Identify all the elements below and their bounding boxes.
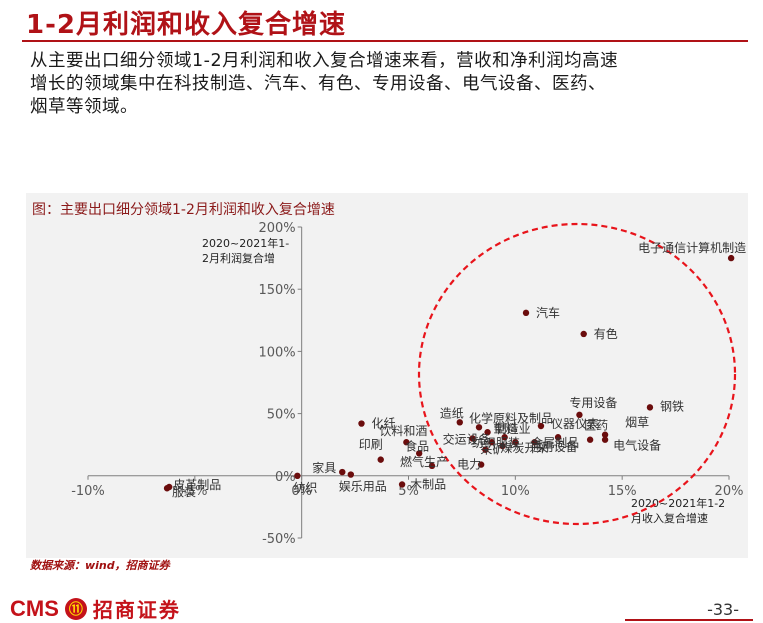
y-axis-title: 2月利润复合增 (202, 251, 275, 265)
data-label: 造纸 (440, 406, 464, 420)
data-label: 皮革制品 (173, 478, 221, 492)
y-axis-title: 2020~2021年1- (202, 236, 289, 250)
data-point (601, 436, 609, 443)
data-point (646, 404, 654, 411)
y-tick-label: 150% (258, 283, 295, 298)
logo-emblem-icon: ⑪ (64, 597, 87, 620)
data-point (347, 471, 355, 478)
title-divider (22, 40, 748, 42)
data-point (398, 481, 406, 488)
data-label: 食品 (405, 438, 429, 453)
data-label: 化学原料及制品 (469, 410, 553, 425)
scatter-chart: -10% -5% 0% 5% 10% 15% 20% -50% 0% 50% 100% 150% 200… (71, 221, 746, 547)
data-point (477, 461, 485, 468)
body-line: 增长的领域集中在科技制造、汽车、有色、专用设备、电气设备、医药、 (30, 74, 606, 94)
data-label: 娱乐用品 (339, 480, 387, 494)
data-point (554, 434, 562, 441)
data-point (501, 434, 508, 441)
data-label: 饮料和酒 (379, 424, 427, 438)
data-point (727, 254, 735, 262)
x-tick-label: 0% (291, 484, 312, 499)
data-label: 电气设备 (613, 438, 661, 453)
data-point (377, 456, 384, 463)
data-label: 采矿 (480, 443, 504, 457)
y-tick-label: 200% (258, 221, 295, 236)
x-tick-label: 20% (715, 484, 744, 499)
data-label: 纺织 (293, 481, 317, 495)
data-point (358, 420, 365, 427)
logo-chinese-name: 招商证券 (92, 598, 181, 622)
x-tick-label: -5% (182, 484, 207, 499)
data-label: 钢铁 (660, 399, 684, 413)
data-source-note: 数据来源：wind，招商证券 (30, 559, 170, 572)
data-point (163, 485, 171, 492)
data-label: 通用设备 (530, 440, 578, 454)
data-point (586, 436, 594, 443)
highlight-ellipse (417, 222, 737, 526)
body-line: 从主要出口细分领域1-2月利润和收入复合增速来看，营收和净利润均高速 (30, 51, 619, 71)
data-label: 汽车 (536, 305, 560, 320)
y-tick-label: 100% (258, 345, 295, 360)
data-point (482, 446, 489, 453)
data-label: 烟草 (625, 416, 649, 430)
data-point (484, 429, 491, 436)
y-tick-label: 0% (275, 470, 296, 485)
data-point (403, 439, 410, 446)
data-label: 仪器仪表 (551, 417, 599, 431)
data-label: 印刷 (359, 438, 383, 452)
data-point (512, 439, 519, 446)
data-point (499, 442, 506, 450)
data-label: 纺织服装 (472, 436, 520, 450)
data-label: 木制品 (410, 478, 446, 492)
data-point (294, 472, 301, 479)
data-label: 电力 (457, 458, 481, 472)
data-point (522, 309, 530, 317)
data-label: 电子通信计算机制造 (638, 240, 746, 255)
data-label: 专用设备 (569, 395, 617, 410)
data-label: 服装 (172, 485, 196, 499)
page-number: -33- (707, 600, 739, 619)
data-label: 交运设备 (443, 431, 491, 446)
x-tick-label: 15% (608, 484, 637, 499)
data-point (488, 439, 496, 446)
data-point (537, 422, 545, 430)
data-label: 塑料 (494, 420, 518, 435)
data-point (415, 450, 423, 457)
data-point (456, 419, 463, 426)
x-tick-label: -10% (71, 484, 105, 499)
data-point (475, 424, 483, 431)
data-label: 燃气生产 (400, 454, 448, 469)
data-label: 家具 (312, 460, 336, 475)
data-label: 有色 (594, 327, 618, 341)
data-point (601, 431, 609, 438)
data-point (580, 330, 587, 338)
brand-logo: CMS ⑪ 招商证券 (10, 594, 181, 623)
chart-panel (26, 193, 748, 558)
data-label: 煤炭开采 (500, 441, 548, 455)
x-tick-label: 5% (398, 484, 419, 499)
data-point (576, 411, 583, 419)
data-point (339, 468, 346, 476)
data-point (531, 439, 538, 446)
y-tick-label: -50% (262, 532, 296, 547)
page-title: 1-2月利润和收入复合增速 (26, 10, 346, 40)
data-label: 医药 (584, 419, 608, 433)
logo-wordmark: CMS (10, 595, 59, 621)
x-tick-label: 10% (501, 484, 530, 499)
y-tick-label: 50% (267, 408, 296, 423)
x-axis-title: 2020~2021年1-2 (631, 496, 725, 510)
chart-title: 图：主要出口细分领域1-2月利润和收入复合增速 (32, 202, 335, 218)
x-axis-title: 月收入复合增速 (631, 511, 708, 525)
data-label: 制造业 (495, 422, 531, 436)
data-point (469, 435, 476, 442)
body-paragraph: 从主要出口细分领域1-2月利润和收入复合增速来看，营收和净利润均高速 增长的领域… (30, 50, 750, 119)
data-label: 金属制品 (531, 435, 579, 450)
body-line: 烟草等领域。 (30, 97, 138, 117)
data-label: 化纤 (371, 417, 395, 431)
data-point (428, 462, 436, 470)
page-number-underline (625, 619, 753, 621)
